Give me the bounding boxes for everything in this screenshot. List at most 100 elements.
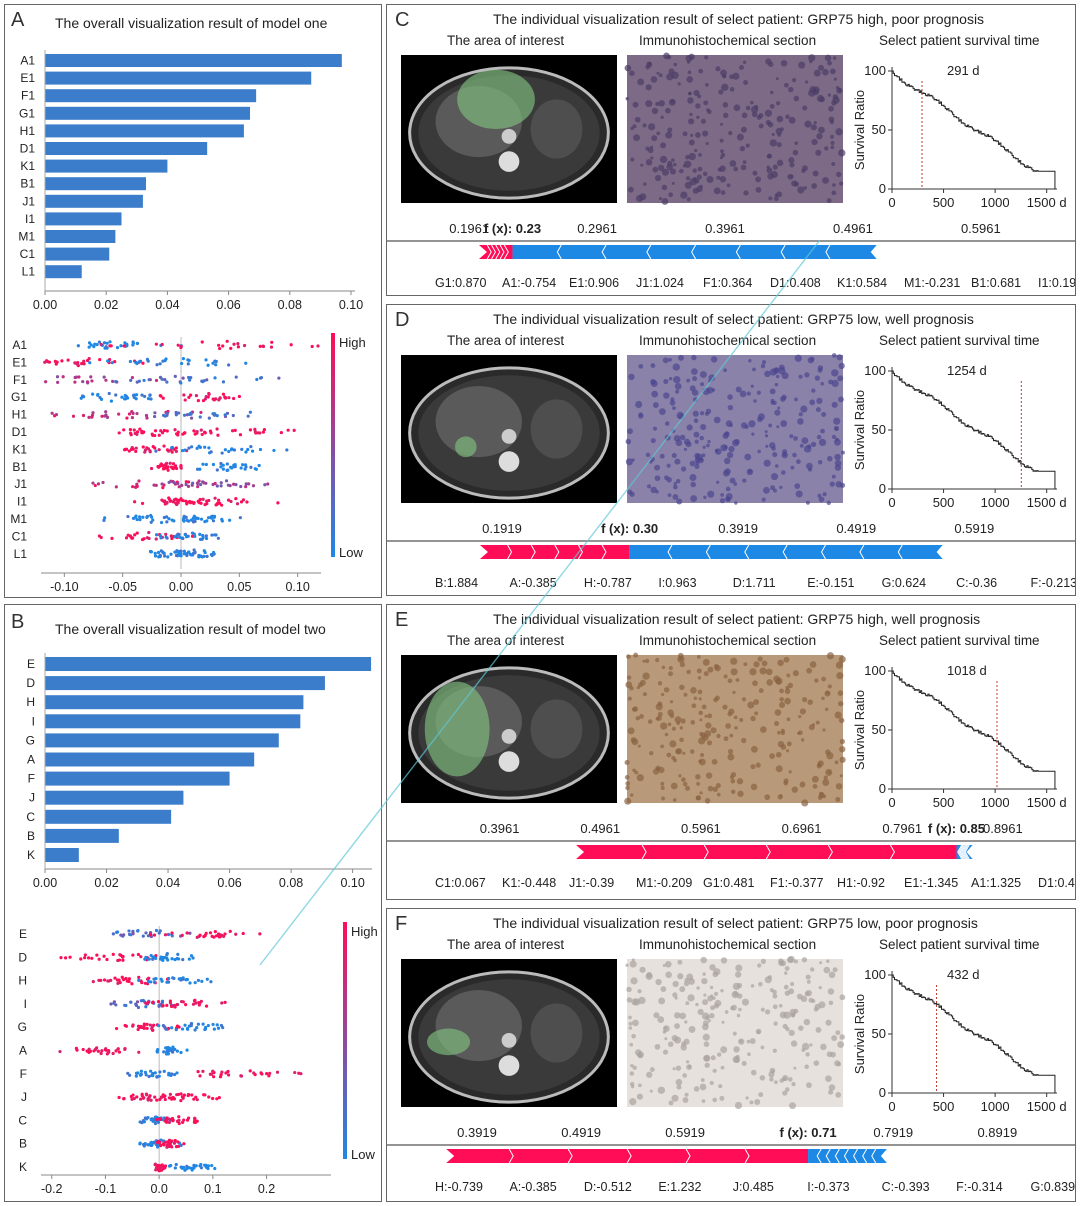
panel-letter: B [11, 611, 25, 633]
ihc-cell [699, 1083, 707, 1091]
ihc-cell [624, 759, 630, 766]
ihc-cell [785, 1087, 790, 1092]
force-axis-label: 0.3961 [705, 221, 745, 236]
ihc-cell [839, 181, 844, 186]
shap-dot [285, 448, 289, 452]
ihc-cell [739, 717, 744, 722]
shap-dot [160, 979, 164, 983]
x-tick-label: 0 [888, 795, 895, 810]
shap-dot [159, 955, 163, 959]
ihc-cell [760, 1045, 765, 1050]
x-tick-label: -0.10 [50, 580, 79, 593]
ihc-cell [668, 671, 674, 677]
shap-dot [111, 1051, 115, 1056]
shap-dot [214, 533, 218, 537]
colorbar-high-label: High [351, 924, 378, 939]
force-axis-label: 0.3961 [480, 821, 520, 836]
y-tick-label: 100 [864, 663, 886, 678]
feature-label: G1 [11, 390, 27, 404]
shap-dot [96, 392, 100, 397]
fx-name: f (x) [601, 521, 625, 536]
shap-dot [292, 428, 296, 432]
shap-dot [212, 1075, 216, 1079]
shap-dot [113, 359, 117, 364]
shap-dot [129, 431, 133, 435]
ihc-cell [770, 398, 775, 403]
ihc-cell [794, 959, 798, 964]
shap-dot [90, 415, 94, 419]
ihc-cell [657, 164, 665, 172]
ihc-cell [812, 170, 819, 177]
shap-dot [138, 427, 142, 431]
ihc-cell [787, 956, 794, 963]
ihc-cell [637, 78, 645, 86]
ihc-cell [687, 70, 692, 75]
ihc-cell [661, 184, 668, 191]
shap-dot [248, 410, 252, 414]
shap-dot [175, 1049, 179, 1053]
ihc-cell [629, 960, 637, 968]
ihc-cell [750, 764, 756, 770]
ihc-cell [688, 977, 695, 985]
shap-dot [143, 957, 147, 961]
shap-dot [234, 483, 238, 487]
ihc-cell [794, 141, 798, 145]
shap-dot [105, 957, 109, 962]
bar-label: F [28, 772, 35, 786]
shap-dot [188, 499, 192, 504]
ihc-cell [794, 483, 801, 489]
ihc-cell [824, 54, 832, 62]
ihc-cell [779, 794, 783, 798]
ihc-cell [723, 469, 730, 477]
shap-dot [175, 432, 179, 436]
ihc-cell [686, 669, 691, 675]
ihc-cell [712, 996, 716, 1000]
shap-dot [243, 467, 247, 471]
panel-title: The overall visualization result of mode… [55, 15, 328, 31]
shap-dot [117, 958, 122, 962]
x-tick-label: -0.2 [41, 1182, 63, 1196]
ihc-cell [667, 493, 672, 498]
ihc-cell [780, 127, 784, 131]
shap-dot [66, 358, 70, 362]
shap-dot [127, 449, 131, 453]
ihc-cell [720, 1046, 728, 1054]
shap-dot [104, 1048, 108, 1052]
ihc-cell [819, 96, 825, 103]
ihc-cell [750, 984, 755, 988]
ihc-cell [828, 971, 836, 979]
ihc-cell [714, 991, 719, 996]
ihc-cell [702, 999, 709, 1006]
shap-dot [260, 1072, 264, 1076]
shap-dot [261, 430, 266, 434]
ihc-cell [774, 382, 779, 387]
ihc-section [624, 652, 846, 807]
ihc-cell [730, 771, 737, 778]
force-feature-label: D1:0.472 [1038, 876, 1075, 890]
ihc-cell [677, 82, 681, 86]
ihc-cell [636, 774, 644, 782]
ihc-cell [701, 977, 708, 985]
ihc-cell [780, 744, 787, 750]
force-feature-label: I1:0.197 [1038, 276, 1075, 290]
shap-dot [214, 363, 218, 367]
force-feature-label: B:1.884 [435, 576, 478, 590]
ihc-cell [703, 993, 707, 997]
ihc-cell [791, 1081, 796, 1087]
ihc-cell [703, 495, 707, 500]
shap-dot [158, 1097, 162, 1102]
shap-dot [153, 1071, 157, 1075]
shap-dot [247, 482, 251, 486]
panel-b: B The overall visualization result of mo… [4, 604, 382, 1202]
ihc-cell [769, 988, 774, 992]
shap-dot [171, 1119, 175, 1123]
ihc-cell [814, 678, 819, 683]
shap-dot [108, 340, 112, 344]
shap-dot [236, 345, 241, 349]
shap-dot [190, 534, 195, 538]
ihc-cell [664, 434, 671, 441]
force-axis-label: 0.2961 [577, 221, 617, 236]
ihc-cell [764, 109, 773, 117]
ihc-cell [764, 370, 771, 378]
shap-dot [218, 501, 222, 505]
